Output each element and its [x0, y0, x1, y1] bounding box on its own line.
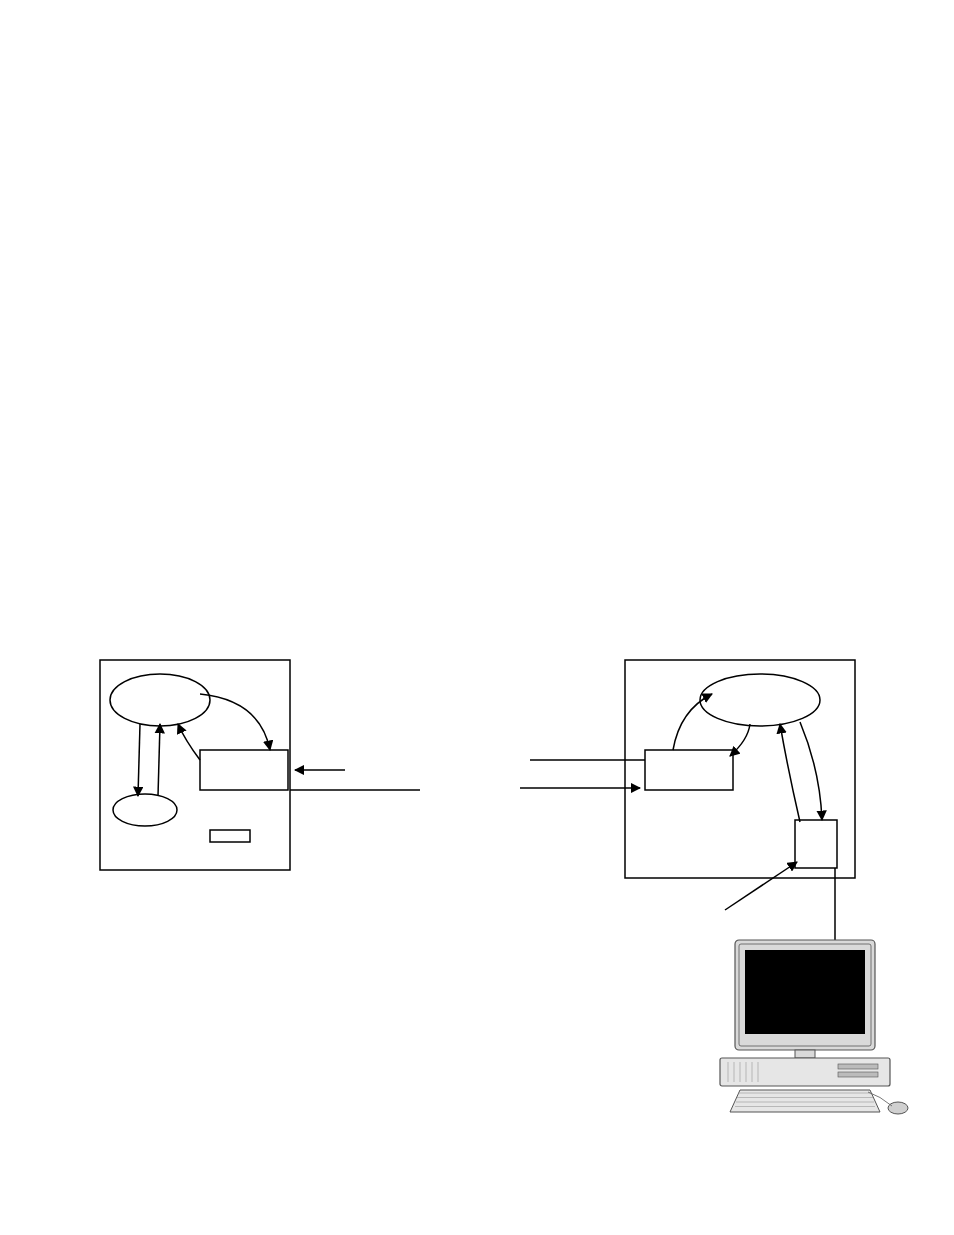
- svg-point-35: [888, 1102, 908, 1114]
- svg-rect-3: [200, 750, 288, 790]
- svg-point-10: [700, 674, 820, 726]
- svg-point-2: [113, 794, 177, 826]
- svg-rect-9: [625, 660, 855, 878]
- svg-rect-12: [795, 820, 837, 868]
- svg-marker-30: [730, 1090, 880, 1112]
- svg-rect-20: [795, 1050, 815, 1058]
- svg-rect-0: [100, 660, 290, 870]
- svg-rect-11: [645, 750, 733, 790]
- svg-line-5: [138, 724, 140, 796]
- svg-rect-22: [838, 1064, 878, 1069]
- svg-rect-19: [745, 950, 865, 1034]
- svg-point-1: [110, 674, 210, 726]
- svg-line-16: [725, 862, 797, 910]
- svg-rect-4: [210, 830, 250, 842]
- svg-line-6: [158, 724, 160, 796]
- svg-rect-23: [838, 1072, 878, 1077]
